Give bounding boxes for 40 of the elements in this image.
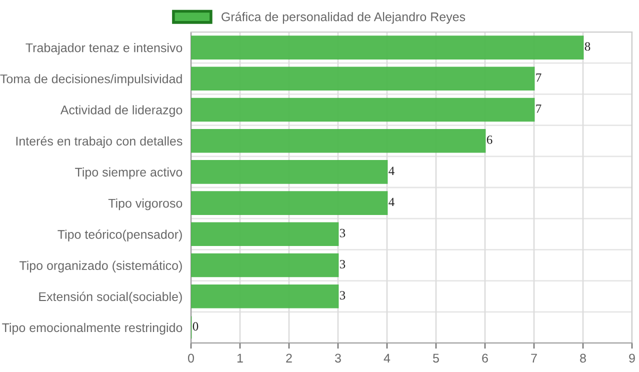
y-tick-label: Trabajador tenaz e intensivo	[26, 43, 182, 55]
data-label: 6	[486, 136, 492, 144]
y-tick-label: Extensión social(sociable)	[39, 292, 182, 304]
x-tick-label: 9	[629, 354, 635, 363]
y-tick-label: Tipo emocionalmente restringido	[2, 322, 182, 335]
y-tick-label: Tipo vigoroso	[108, 198, 182, 210]
bar	[191, 191, 388, 215]
y-tick-label: Interés en trabajo con detalles	[16, 136, 182, 148]
x-tick-label: 2	[286, 354, 292, 362]
y-tick-label: Tipo siempre activo	[75, 167, 182, 180]
legend-label: Gráfica de personalidad de Alejandro Reyes	[222, 12, 466, 24]
bar	[191, 128, 486, 153]
y-tick-label: Tipo organizado (sistemático)	[19, 260, 182, 272]
data-label: 7	[536, 73, 542, 82]
x-tick-label: 7	[531, 354, 537, 362]
bar	[191, 66, 535, 91]
data-label: 3	[340, 291, 346, 300]
x-tick-label: 0	[188, 354, 194, 363]
bar	[191, 222, 339, 246]
bar	[191, 36, 584, 60]
data-label: 4	[388, 198, 394, 206]
x-tick-label: 1	[237, 354, 243, 362]
y-tick-label: Actividad de liderazgo	[60, 105, 182, 117]
x-tick-label: 6	[482, 354, 488, 363]
data-label: 4	[388, 166, 394, 175]
data-label: 0	[192, 322, 198, 331]
x-tick-label: 8	[580, 354, 586, 363]
y-tick-label: Tipo teórico(pensador)	[58, 230, 182, 242]
bar	[191, 284, 339, 308]
bar	[191, 253, 339, 278]
bar	[191, 98, 535, 122]
y-tick-label: Toma de decisiones/impulsividad	[0, 74, 182, 86]
data-label: 7	[536, 104, 542, 113]
x-tick-label: 3	[335, 354, 341, 363]
data-label: 3	[340, 260, 346, 268]
data-label: 3	[340, 228, 346, 238]
data-label: 8	[584, 42, 590, 51]
bar	[191, 160, 388, 184]
x-tick-label: 4	[384, 354, 390, 362]
x-tick-label: 5	[433, 354, 439, 363]
